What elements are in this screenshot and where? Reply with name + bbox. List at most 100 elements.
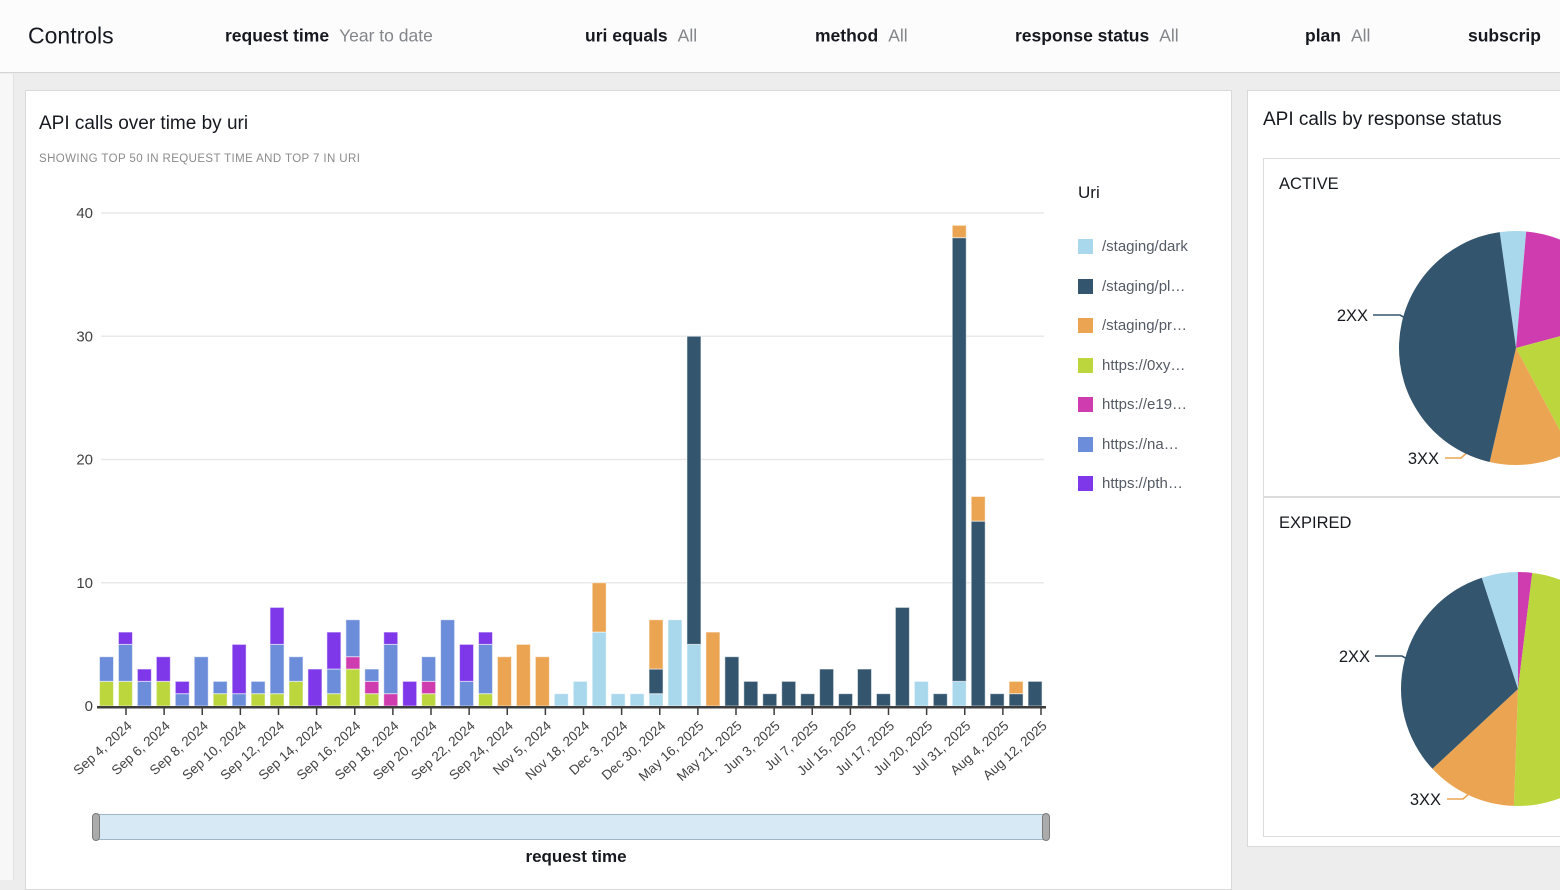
bar-segment[interactable] — [364, 668, 380, 682]
filter-value[interactable]: All — [888, 25, 908, 46]
bar-segment[interactable] — [231, 693, 247, 707]
bar-segment[interactable] — [136, 680, 152, 707]
bar-segment[interactable] — [269, 606, 285, 645]
bar-segment[interactable] — [591, 631, 607, 707]
bar-segment[interactable] — [857, 668, 872, 707]
slider-handle-left[interactable] — [92, 813, 100, 841]
legend-item[interactable]: /staging/dark — [1078, 227, 1233, 267]
bar-segment[interactable] — [250, 680, 266, 695]
pie-expired[interactable]: 3XX 2XX — [1264, 498, 1560, 837]
bar-segment[interactable] — [421, 680, 437, 695]
bar-segment[interactable] — [193, 656, 209, 707]
bar-segment[interactable] — [231, 643, 247, 695]
bar-segment[interactable] — [421, 693, 437, 707]
bar-segment[interactable] — [478, 631, 493, 645]
bar-segment[interactable] — [440, 619, 456, 707]
bar-segment[interactable] — [648, 668, 664, 695]
bar-segment[interactable] — [951, 237, 967, 682]
bar-segment[interactable] — [478, 693, 493, 707]
pie-slice[interactable] — [1399, 232, 1516, 463]
legend-item[interactable]: /staging/pr… — [1078, 306, 1233, 346]
legend-item[interactable]: https://0xy… — [1078, 346, 1233, 386]
bar-segment[interactable] — [970, 520, 986, 707]
filter-method[interactable]: method All — [815, 26, 908, 47]
bar-segment[interactable] — [572, 680, 588, 707]
bar-segment[interactable] — [629, 693, 645, 707]
bar-segment[interactable] — [838, 693, 854, 707]
bar-segment[interactable] — [269, 693, 285, 707]
bar-segment[interactable] — [383, 631, 399, 645]
bar-segment[interactable] — [951, 224, 967, 239]
bar-segment[interactable] — [459, 643, 475, 682]
bar-segment[interactable] — [402, 680, 418, 707]
bar-segment[interactable] — [288, 680, 304, 707]
legend-item[interactable]: https://na… — [1078, 425, 1233, 465]
bar-segment[interactable] — [989, 693, 1005, 707]
bar-segment[interactable] — [610, 693, 626, 707]
bar-segment[interactable] — [459, 680, 475, 707]
bar-segment[interactable] — [307, 668, 323, 707]
bar-segment[interactable] — [364, 693, 380, 707]
pie-slice[interactable] — [1489, 348, 1560, 465]
request-time-range-slider[interactable] — [92, 813, 1050, 841]
bar-segment[interactable] — [117, 680, 133, 707]
legend-item[interactable]: /staging/pl… — [1078, 267, 1233, 307]
bar-segment[interactable] — [174, 680, 190, 695]
bar-segment[interactable] — [212, 680, 228, 695]
bar-segment[interactable] — [421, 656, 437, 682]
bar-segment[interactable] — [1008, 693, 1024, 707]
bar-segment[interactable] — [155, 680, 171, 707]
filter-response-status[interactable]: response status All — [1015, 26, 1179, 47]
legend-item[interactable]: https://e19… — [1078, 385, 1233, 425]
bar-segment[interactable] — [686, 643, 702, 707]
bar-segment[interactable] — [553, 693, 569, 707]
filter-value[interactable]: All — [1350, 25, 1371, 46]
filter-plan[interactable]: plan All — [1305, 26, 1370, 47]
bar-segment[interactable] — [667, 619, 683, 707]
pie-slice[interactable] — [1432, 689, 1518, 806]
pie-slice[interactable] — [1516, 318, 1560, 452]
bar-segment[interactable] — [326, 668, 342, 695]
bar-segment[interactable] — [250, 693, 266, 707]
bar-segment[interactable] — [117, 631, 133, 645]
bar-segment[interactable] — [970, 495, 986, 522]
bar-segment[interactable] — [743, 680, 759, 707]
bar-segment[interactable] — [800, 693, 816, 707]
bar-segment[interactable] — [345, 668, 361, 707]
pie-slice[interactable] — [1513, 572, 1560, 806]
bar-segment[interactable] — [383, 643, 399, 695]
bar-segment[interactable] — [1027, 680, 1043, 707]
bar-segment[interactable] — [326, 693, 342, 707]
bar-segment[interactable] — [591, 582, 607, 633]
bar-segment[interactable] — [648, 619, 664, 670]
bar-segment[interactable] — [724, 656, 740, 707]
bar-segment[interactable] — [345, 619, 361, 658]
bar-segment[interactable] — [534, 656, 550, 707]
bar-segment[interactable] — [515, 643, 531, 707]
filter-value[interactable]: All — [677, 25, 698, 46]
bar-segment[interactable] — [875, 693, 891, 707]
bar-segment[interactable] — [951, 680, 967, 707]
bar-segment[interactable] — [345, 656, 361, 670]
bar-segment[interactable] — [155, 656, 171, 682]
slider-handle-right[interactable] — [1042, 813, 1050, 841]
bar-segment[interactable] — [648, 693, 664, 707]
bar-segment[interactable] — [762, 693, 778, 707]
filter-request-time[interactable]: request time Year to date — [225, 26, 433, 47]
bar-segment[interactable] — [269, 643, 285, 695]
filter-subscription[interactable]: subscrip — [1468, 26, 1541, 47]
pie-slice[interactable] — [1499, 231, 1527, 348]
pie-slice[interactable] — [1516, 231, 1560, 348]
bar-segment[interactable] — [932, 693, 948, 707]
bar-segment[interactable] — [174, 693, 190, 707]
bar-segment[interactable] — [326, 631, 342, 670]
filter-value[interactable]: All — [1159, 25, 1179, 46]
bar-segment[interactable] — [117, 643, 133, 682]
bar-segment[interactable] — [212, 693, 228, 707]
bar-segment[interactable] — [99, 656, 114, 682]
bar-segment[interactable] — [913, 680, 929, 707]
bar-segment[interactable] — [819, 668, 835, 707]
pie-slice[interactable] — [1401, 577, 1518, 769]
bar-segment[interactable] — [136, 668, 152, 682]
